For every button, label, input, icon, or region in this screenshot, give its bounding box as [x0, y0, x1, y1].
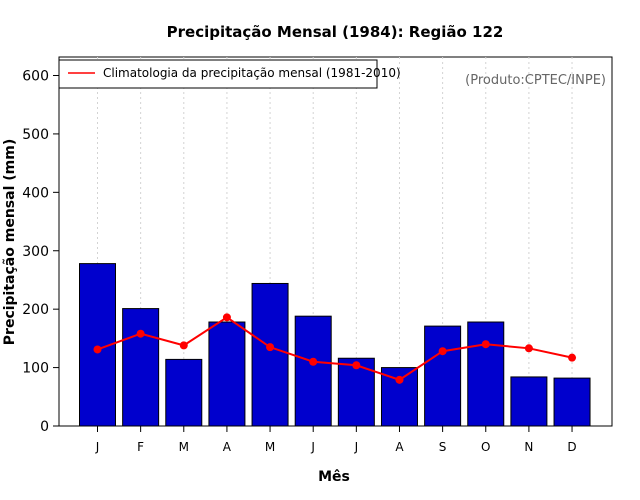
- y-tick-label-5: 500: [22, 127, 49, 143]
- bar-1: [122, 308, 160, 427]
- x-tick-label-9: O: [481, 440, 490, 454]
- y-tick-label-3: 300: [22, 244, 49, 260]
- climatology-point-4: [266, 343, 275, 352]
- bar-11: [553, 377, 591, 427]
- bar-2: [165, 358, 203, 427]
- bar-9: [467, 321, 505, 427]
- x-tick-label-7: A: [395, 440, 404, 454]
- bar-8: [424, 325, 462, 427]
- bar-series: [79, 263, 591, 427]
- climatology-line: [97, 316, 573, 381]
- grid-lines: [97, 57, 573, 426]
- x-tick-label-3: A: [223, 440, 232, 454]
- product-credit: (Produto:CPTEC/INPE): [465, 73, 606, 88]
- x-tick-label-2: M: [179, 440, 189, 454]
- climatology-point-2: [179, 341, 188, 350]
- y-tick-label-2: 200: [22, 302, 49, 318]
- x-axis-label: Mês: [318, 469, 350, 485]
- x-tick-label-11: D: [567, 440, 576, 454]
- x-tick-label-5: J: [310, 440, 315, 454]
- climatology-point-0: [93, 345, 102, 354]
- y-tick-label-1: 100: [22, 361, 49, 377]
- x-tick-label-0: J: [95, 440, 100, 454]
- bar-3: [208, 321, 246, 427]
- bar-4: [251, 282, 289, 427]
- x-tick-label-6: J: [354, 440, 359, 454]
- x-tick-label-4: M: [265, 440, 275, 454]
- y-axis: 0 100 200 300 400 500 600: [22, 69, 60, 435]
- x-tick-label-8: S: [439, 440, 447, 454]
- legend-box: [58, 59, 378, 89]
- climatology-point-7: [395, 375, 404, 384]
- climatology-point-5: [309, 357, 318, 366]
- climatology-point-1: [136, 329, 145, 338]
- climatology-point-11: [568, 353, 577, 362]
- climatology-point-3: [222, 313, 231, 322]
- legend: Climatologia da precipitação mensal (198…: [58, 59, 401, 89]
- climatology-point-10: [524, 344, 533, 353]
- climatology-point-8: [438, 347, 447, 356]
- legend-label-climatology: Climatologia da precipitação mensal (198…: [103, 66, 401, 80]
- y-tick-label-6: 600: [22, 69, 49, 85]
- y-tick-label-4: 400: [22, 185, 49, 201]
- climatology-point-6: [352, 361, 361, 370]
- bar-5: [294, 315, 332, 427]
- x-tick-label-1: F: [137, 440, 144, 454]
- climatology-series: [93, 313, 577, 384]
- bar-10: [510, 376, 548, 427]
- y-tick-label-0: 0: [40, 419, 49, 435]
- climatology-point-9: [481, 340, 490, 349]
- y-axis-label: Precipitação mensal (mm): [2, 139, 18, 345]
- x-tick-label-10: N: [524, 440, 533, 454]
- chart-title: Precipitação Mensal (1984): Região 122: [167, 23, 504, 41]
